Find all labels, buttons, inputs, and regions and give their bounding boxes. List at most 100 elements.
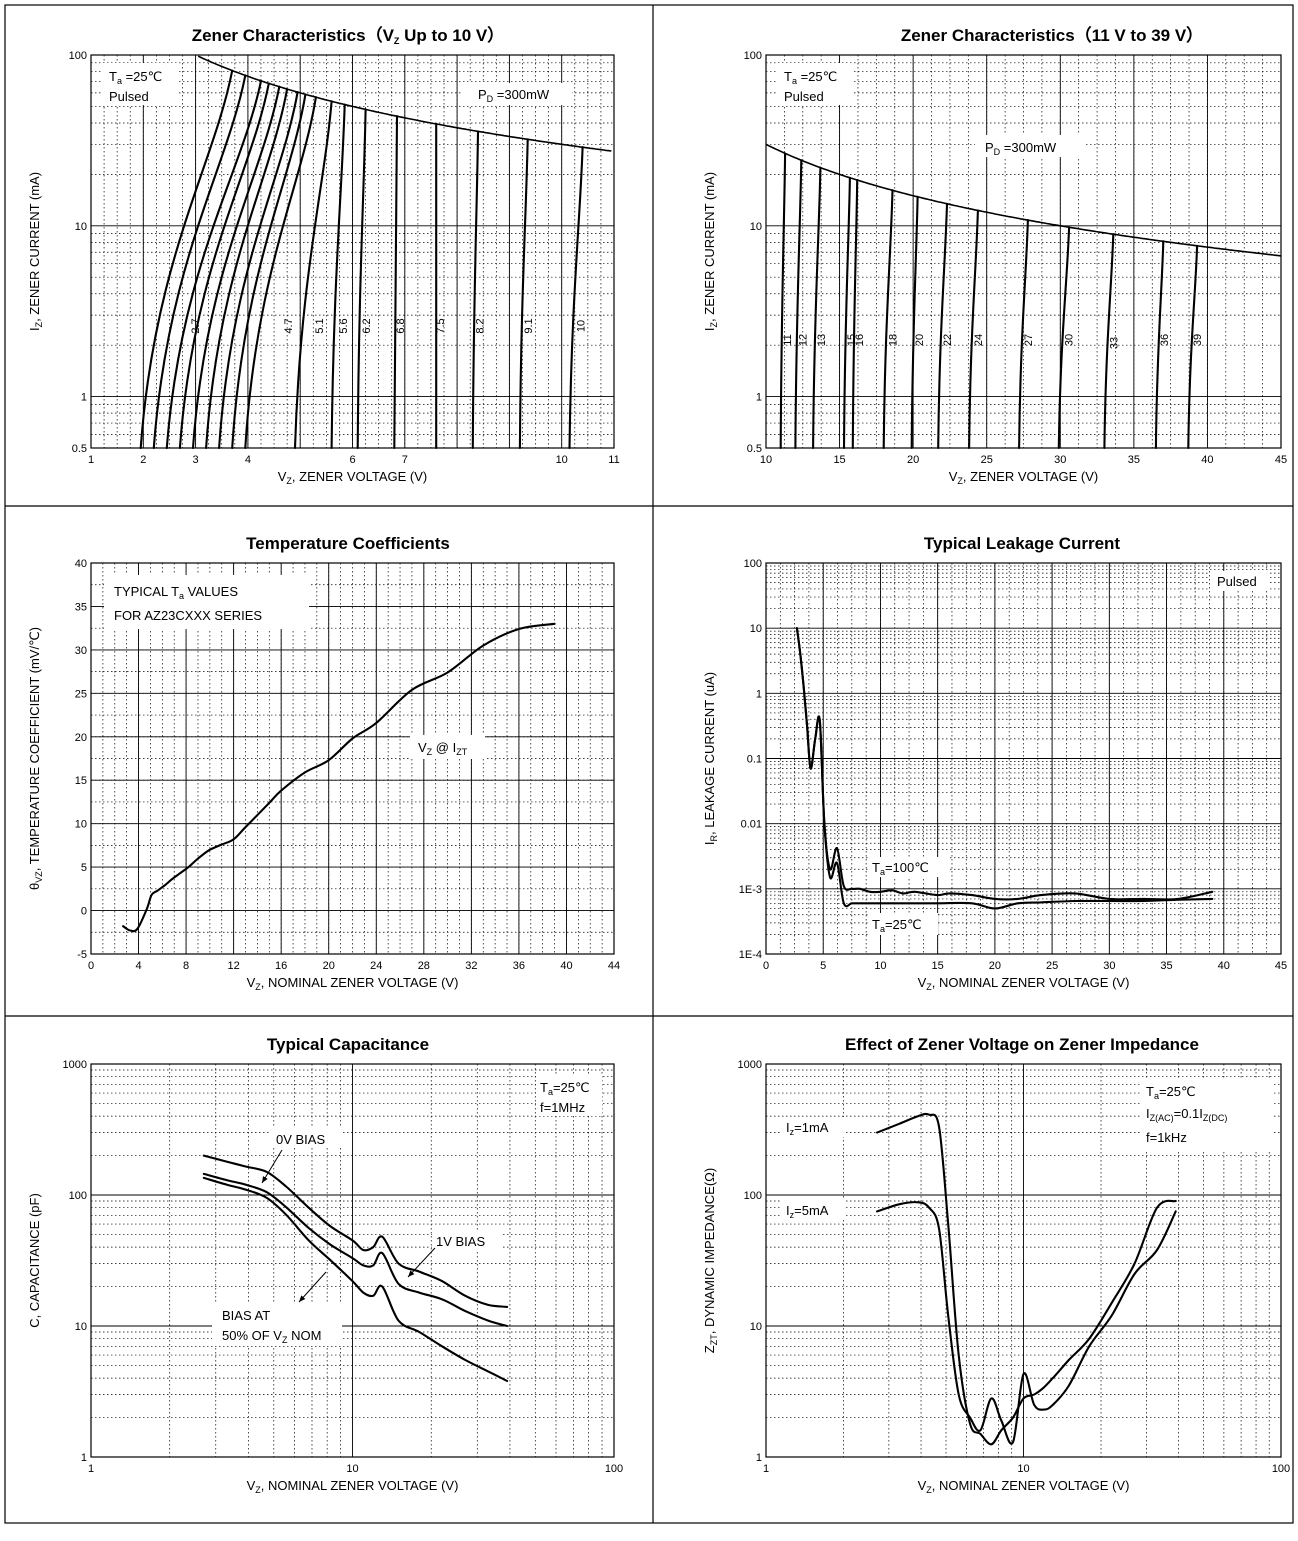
x-tick-label: 4 <box>245 454 251 466</box>
y-tick-label: -5 <box>77 949 87 961</box>
y-tick-label: 100 <box>744 50 762 62</box>
series-label: Ta=25℃ <box>872 917 922 934</box>
x-tick-label: 1 <box>88 454 94 466</box>
panel-frame <box>4 4 1294 1524</box>
grid <box>765 54 1282 449</box>
power-annotation: PD =300mW <box>478 87 550 104</box>
zener-curve <box>842 176 851 450</box>
x-tick-label: 1 <box>88 1463 94 1475</box>
x-tick-label: 36 <box>513 960 525 972</box>
note-line: FOR AZ23CXXX SERIES <box>114 608 262 623</box>
curve-label: 10 <box>576 320 588 332</box>
temp-annotation: Ta =25℃ <box>109 69 162 86</box>
chart-impedance: 1 10 100 1 10 100 1000 Effect of Zener Voltage … <box>702 1035 1290 1495</box>
mode-annotation: Pulsed <box>1217 574 1257 589</box>
label-box <box>270 1128 342 1148</box>
curve-label: 33 <box>1108 337 1120 349</box>
curve-label: 18 <box>888 334 900 346</box>
x-tick-label: 40 <box>1218 960 1230 972</box>
leader-arrow <box>298 1271 327 1303</box>
y-tick-label: 0.5 <box>747 443 762 455</box>
y-tick-label: 10 <box>750 221 762 233</box>
x-tick-label: 0 <box>88 960 94 972</box>
x-tick-label: 20 <box>323 960 335 972</box>
series-line <box>795 627 1214 901</box>
x-tick-label: 40 <box>1201 454 1213 466</box>
zener-curve <box>1103 233 1115 450</box>
curve-label: 5.1 <box>314 318 326 333</box>
x-axis-label: VZ, NOMINAL ZENER VOLTAGE (V) <box>247 1478 459 1495</box>
plot-frame <box>90 562 615 955</box>
zener-curve <box>937 202 949 450</box>
grid <box>765 562 1282 955</box>
x-tick-label: 11 <box>608 454 619 466</box>
y-tick-label: 25 <box>75 688 87 700</box>
zener-curve <box>1154 240 1165 450</box>
zener-curve <box>165 79 263 450</box>
zener-curve <box>910 195 919 450</box>
chart-zener-high: 10 15 20 25 30 35 40 45 0.5 1 10 100 Zener Character… <box>702 25 1287 486</box>
chart-title: Zener Characteristics（11 V to 39 V） <box>901 25 1203 45</box>
zener-curve <box>178 82 270 450</box>
curve-label: 15 <box>846 334 858 346</box>
chart-leakage: 0 5 10 15 20 25 30 35 40 45 1E-4 1E-3 0.01 0.1 1 10 100 T… <box>702 534 1287 992</box>
curve-label: 39 <box>1192 334 1204 346</box>
y-tick-label: 40 <box>75 558 87 570</box>
annotation-box <box>778 63 853 105</box>
curve-label: 6.8 <box>395 318 407 333</box>
label-box <box>868 857 948 877</box>
mode-box <box>1210 571 1270 591</box>
x-tick-label: 2 <box>140 454 146 466</box>
y-tick-label: 100 <box>744 558 762 570</box>
chart-tempco: 0 4 8 12 16 20 24 28 32 36 40 44-50510152025303540T… <box>27 534 620 992</box>
temp-annotation: Ta=25℃ <box>540 1080 590 1097</box>
curve-label: 30 <box>1063 334 1075 346</box>
x-tick-label: 30 <box>1054 454 1066 466</box>
note-line: TYPICAL Ta VALUES <box>114 584 238 601</box>
x-tick-label: 10 <box>1017 1463 1029 1475</box>
chart-title: Effect of Zener Voltage on Zener Impedan… <box>845 1035 1199 1054</box>
zener-curve <box>968 209 979 450</box>
x-tick-label: 0 <box>763 960 769 972</box>
x-tick-label: 35 <box>1128 454 1140 466</box>
zener-curve <box>244 96 317 450</box>
y-axis-label: IR, LEAKAGE CURRENT (uA) <box>702 672 719 845</box>
y-tick-label: 0.01 <box>741 819 762 831</box>
x-axis-label: VZ, NOMINAL ZENER VOLTAGE (V) <box>247 975 459 992</box>
series-line <box>876 1201 1177 1445</box>
annotation-box <box>536 1074 602 1116</box>
series-line <box>202 1172 509 1328</box>
x-tick-label: 20 <box>907 454 919 466</box>
x-tick-label: 16 <box>275 960 287 972</box>
x-axis-label: VZ, NOMINAL ZENER VOLTAGE (V) <box>918 1478 1130 1495</box>
arrow-head <box>408 1270 415 1277</box>
annotation-box <box>103 63 178 105</box>
zener-curve <box>139 69 234 450</box>
y-axis-label: θVZ, TEMPERATURE COEFFICIENT (mV/℃) <box>27 627 44 890</box>
series-line <box>795 627 1214 910</box>
curve-label: 4.7 <box>283 318 295 333</box>
curve-label: 9.1 <box>523 318 535 333</box>
y-tick-label: 0.1 <box>747 754 762 766</box>
y-tick-label: 20 <box>75 732 87 744</box>
x-tick-label: 3 <box>193 454 199 466</box>
plot-frame <box>765 54 1282 449</box>
chart-title: Typical Leakage Current <box>924 534 1121 553</box>
series-line <box>202 1176 509 1383</box>
x-tick-label: 100 <box>605 1463 623 1475</box>
y-tick-label: 10 <box>75 221 87 233</box>
x-tick-label: 6 <box>349 454 355 466</box>
plot-frame <box>90 54 615 449</box>
power-annotation: PD =300mW <box>985 140 1057 157</box>
series-line <box>202 1154 509 1308</box>
y-axis-label: IZ, ZENER CURRENT (mA) <box>27 172 44 331</box>
curve-label: 20 <box>914 334 926 346</box>
x-axis-label: VZ, ZENER VOLTAGE (V) <box>949 469 1099 486</box>
series-label: Iz=5mA <box>786 1203 829 1220</box>
power-box <box>462 83 572 105</box>
x-tick-label: 5 <box>820 960 826 972</box>
curve-label: 7.5 <box>435 318 447 333</box>
x-tick-label: 35 <box>1160 960 1172 972</box>
